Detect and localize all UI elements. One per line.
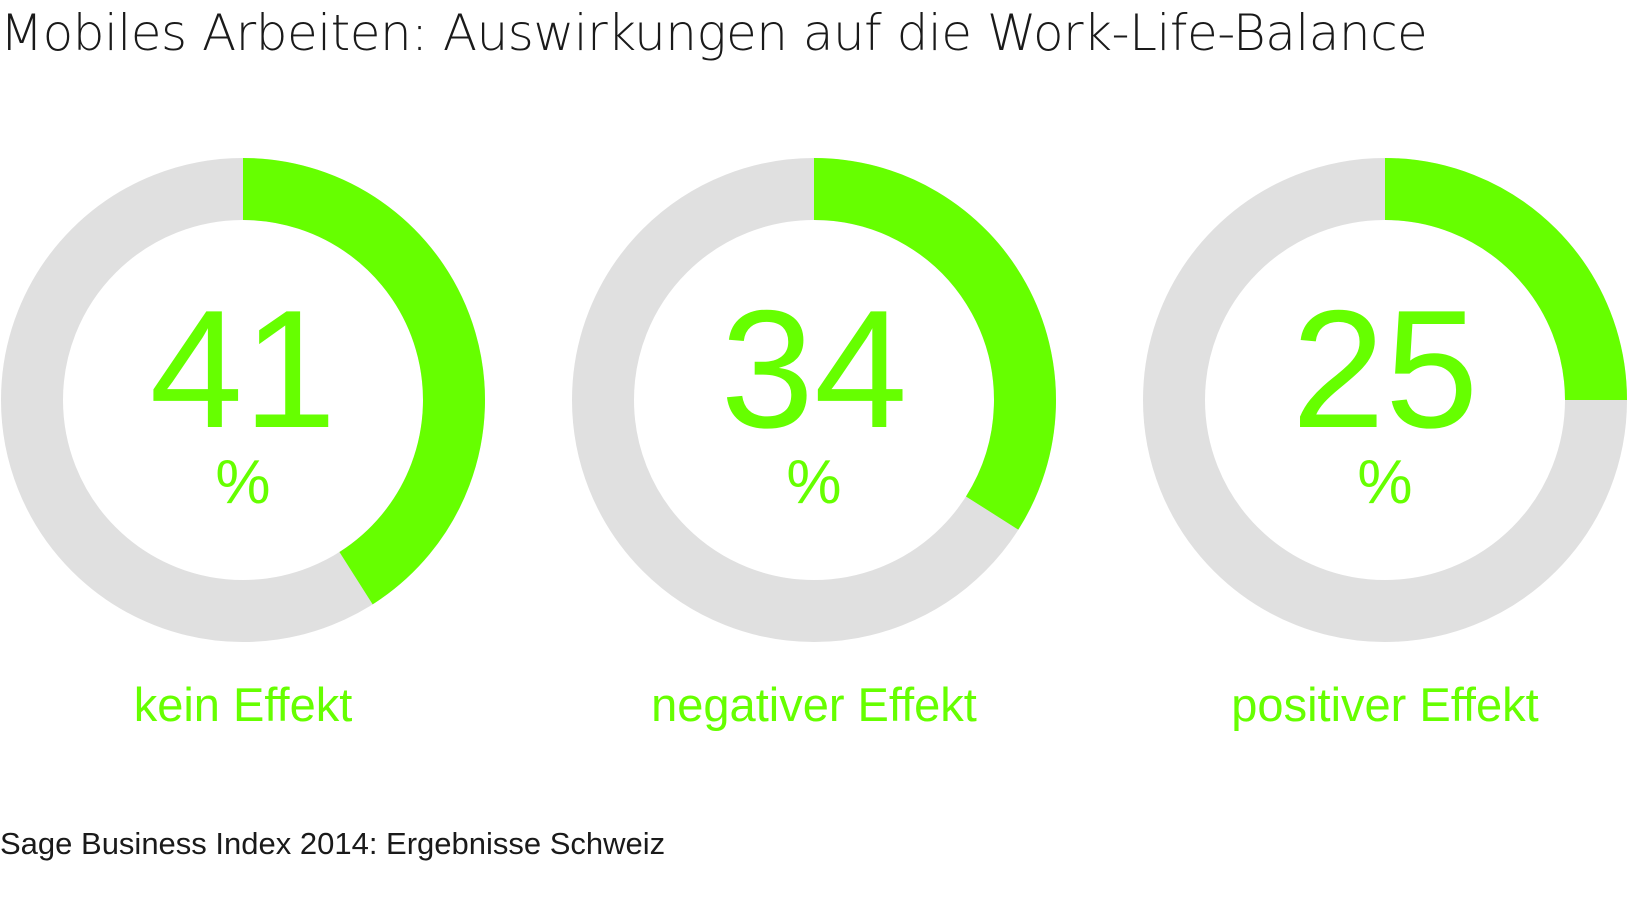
donut-unit: % [1357, 448, 1412, 517]
source-note: Sage Business Index 2014: Ergebnisse Sch… [0, 826, 666, 861]
chart-title: Mobiles Arbeiten: Auswirkungen auf die W… [0, 4, 1428, 62]
donut-segment [1384, 158, 1627, 401]
donut-unit: % [786, 448, 841, 517]
donut-segment [813, 158, 1056, 530]
donut-value: 34 [721, 275, 908, 463]
donut-category-label: negativer Effekt [651, 678, 977, 731]
donut-value: 41 [150, 275, 337, 463]
donut-value: 25 [1292, 275, 1479, 463]
donut-segment [242, 158, 485, 605]
donut-category-label: kein Effekt [134, 678, 353, 731]
donut-0: 41% kein Effekt [1, 158, 485, 731]
donut-1: 34% negativer Effekt [572, 158, 1056, 731]
donut-unit: % [215, 448, 270, 517]
donut-2: 25% positiver Effekt [1143, 158, 1627, 731]
donut-layer: 41% kein Effekt 34% negativer Effekt 25% posi… [1, 158, 1627, 731]
donut-category-label: positiver Effekt [1231, 678, 1538, 731]
